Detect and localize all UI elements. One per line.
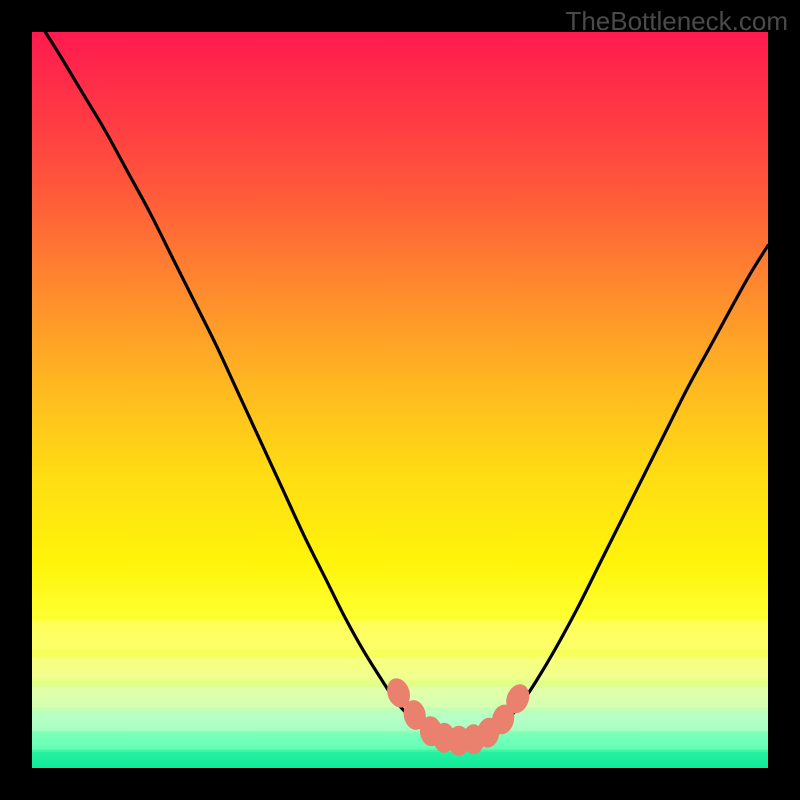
band-5: [32, 752, 768, 768]
band-4: [32, 735, 768, 750]
band-3: [32, 713, 768, 731]
watermark-text: TheBottleneck.com: [565, 6, 788, 37]
band-1: [32, 658, 768, 680]
band-0: [32, 621, 768, 650]
stage: TheBottleneck.com: [0, 0, 800, 800]
plot-area: [32, 32, 768, 768]
chart-svg: [32, 32, 768, 768]
